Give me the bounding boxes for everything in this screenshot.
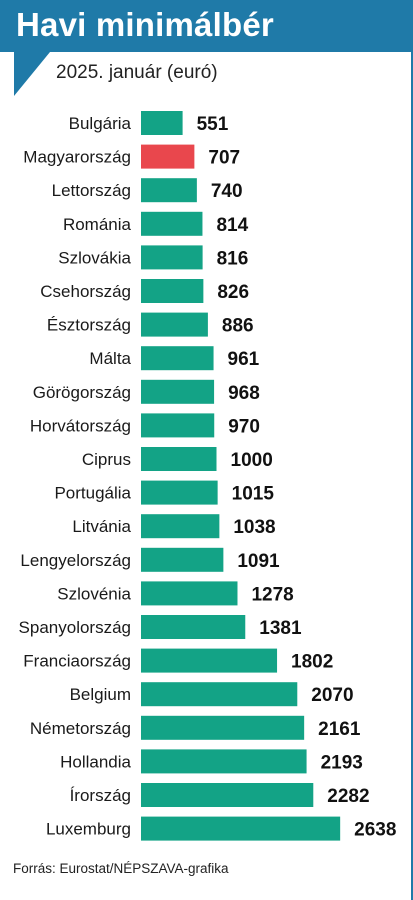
- category-label: Csehország: [40, 282, 131, 301]
- bar: [141, 312, 208, 337]
- bar: [141, 211, 203, 236]
- value-label: 1000: [231, 450, 273, 471]
- title-banner: Havi minimálbér: [0, 0, 413, 52]
- bar: [141, 379, 215, 404]
- value-label: 1015: [232, 484, 275, 505]
- banner-flag: [14, 52, 50, 96]
- value-label: 886: [222, 316, 254, 337]
- bar: [141, 279, 204, 303]
- category-label: Bulgária: [69, 114, 132, 133]
- source-note: Forrás: Eurostat/NÉPSZAVA-grafika: [13, 861, 229, 876]
- bar: [141, 715, 305, 740]
- category-label: Hollandia: [60, 752, 131, 771]
- bar: [141, 245, 203, 270]
- value-label: 1802: [291, 652, 333, 673]
- category-label: Románia: [63, 215, 132, 234]
- category-label: Horvátország: [30, 416, 131, 435]
- bar: [141, 144, 195, 169]
- bar: [141, 648, 278, 673]
- value-label: 1038: [233, 517, 275, 538]
- value-label: 970: [228, 416, 260, 437]
- value-label: 2070: [311, 685, 353, 706]
- value-label: 551: [197, 114, 229, 135]
- bar: [141, 346, 214, 371]
- bar: [141, 514, 220, 539]
- category-label: Franciaország: [23, 652, 131, 671]
- value-label: 816: [217, 248, 249, 269]
- category-label: Magyarország: [23, 148, 131, 167]
- chart-subtitle: 2025. január (euró): [56, 62, 218, 83]
- value-label: 707: [208, 148, 240, 169]
- value-label: 826: [217, 282, 249, 303]
- value-label: 2282: [327, 786, 369, 807]
- value-label: 1278: [251, 584, 293, 605]
- bar: [141, 111, 183, 135]
- value-label: 740: [211, 181, 243, 202]
- category-label: Németország: [30, 719, 131, 738]
- category-label: Belgium: [70, 685, 131, 704]
- category-label: Luxemburg: [46, 820, 131, 839]
- bar: [141, 480, 218, 505]
- category-label: Görögország: [33, 383, 131, 402]
- category-label: Írország: [70, 786, 131, 805]
- category-label: Portugália: [54, 484, 131, 503]
- bar: [141, 178, 197, 203]
- bar: [141, 783, 314, 807]
- bar: [141, 816, 341, 841]
- bar: [141, 447, 217, 471]
- bar: [141, 413, 215, 438]
- bar: [141, 749, 307, 774]
- category-label: Szlovénia: [57, 584, 131, 603]
- bar: [141, 581, 238, 606]
- category-label: Szlovákia: [58, 248, 131, 267]
- bar: [141, 682, 298, 707]
- value-label: 1381: [259, 618, 302, 639]
- category-label: Lettország: [52, 181, 131, 200]
- value-label: 2638: [354, 820, 396, 841]
- bar: [141, 547, 224, 572]
- value-label: 1091: [237, 551, 280, 572]
- category-label: Málta: [89, 349, 131, 368]
- value-label: 968: [228, 383, 260, 404]
- chart-title: Havi minimálbér: [16, 6, 274, 43]
- category-label: Lengyelország: [20, 551, 131, 570]
- category-label: Spanyolország: [19, 618, 131, 637]
- category-label: Litvánia: [72, 517, 131, 536]
- bar: [141, 615, 246, 639]
- value-label: 814: [216, 215, 248, 236]
- value-label: 2161: [318, 719, 361, 740]
- value-label: 961: [228, 349, 260, 370]
- category-label: Észtország: [47, 316, 131, 335]
- category-label: Ciprus: [82, 450, 131, 469]
- value-label: 2193: [321, 752, 363, 773]
- frame-border: [411, 0, 413, 900]
